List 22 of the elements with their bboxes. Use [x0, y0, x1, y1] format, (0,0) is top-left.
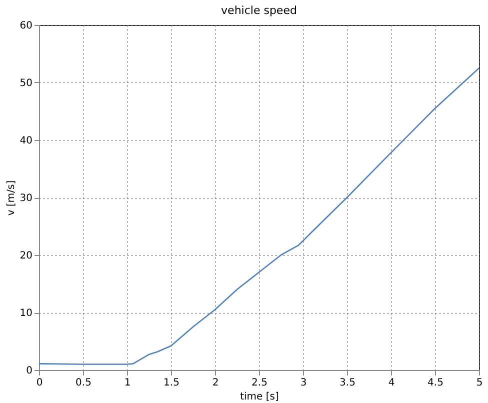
y-tick-label: 10	[20, 308, 32, 319]
line-series	[38, 67, 480, 365]
y-tick-label: 0	[26, 366, 32, 376]
x-tick-label: 1.5	[164, 378, 180, 388]
x-tick-label: 1	[124, 378, 131, 388]
y-axis-title: v [m/s]	[6, 180, 17, 216]
x-tick-label: 2	[212, 378, 219, 388]
y-tick-label: 30	[20, 193, 32, 204]
x-tick-label: 3	[300, 378, 307, 388]
x-tick-label: 5	[476, 378, 483, 388]
y-tick-label: 20	[20, 250, 32, 262]
chart-title: vehicle speed	[221, 4, 297, 17]
x-tick-label: 4.5	[428, 378, 444, 388]
x-tick-label: 0.5	[76, 378, 92, 388]
x-tick-label: 0	[36, 378, 43, 388]
x-axis-title: time [s]	[240, 392, 279, 402]
y-tick-label: 40	[20, 136, 32, 146]
y-tick-label: 50	[20, 78, 32, 89]
x-tick-label: 4	[388, 378, 395, 388]
x-tick-label: 3.5	[340, 378, 356, 388]
y-tick-label: 60	[20, 20, 32, 32]
x-tick-label: 2.5	[252, 378, 268, 388]
